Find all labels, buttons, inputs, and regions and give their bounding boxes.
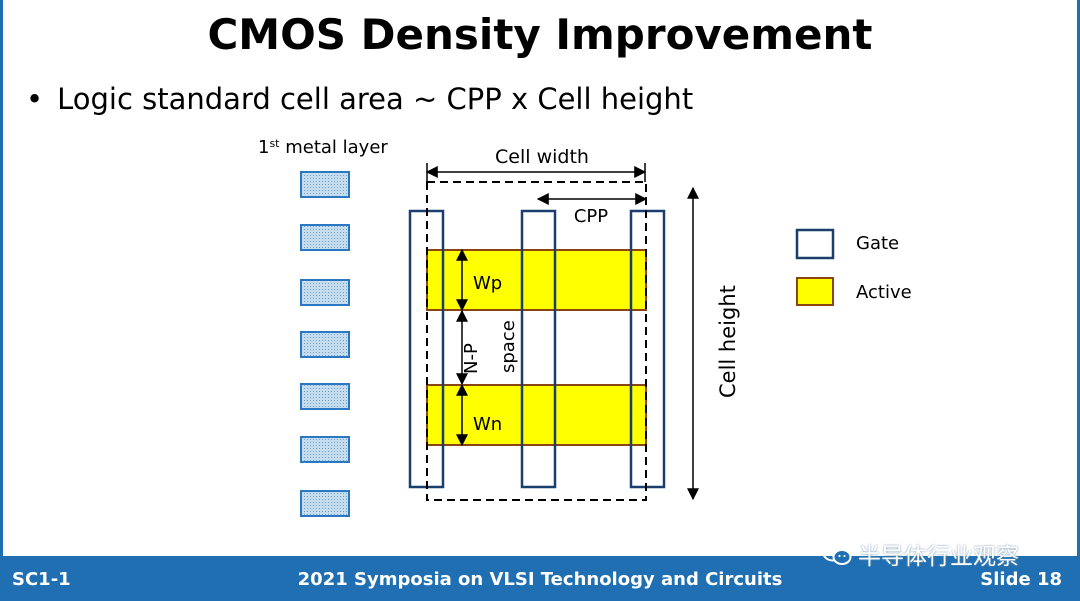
legend-active-label: Active — [856, 282, 912, 303]
metal-track — [300, 224, 350, 251]
cell-boundary — [426, 181, 647, 501]
slide-title: CMOS Density Improvement — [207, 10, 873, 59]
wp-label: Wp — [473, 273, 502, 294]
metal-track — [300, 490, 350, 517]
slide-frame-right — [1077, 0, 1080, 556]
legend-active-swatch — [796, 277, 834, 306]
legend-gate-swatch — [795, 228, 835, 260]
footer-conference: 2021 Symposia on VLSI Technology and Cir… — [297, 569, 783, 590]
watermark: 半导体行业观察 — [822, 536, 1019, 572]
metal-track — [300, 331, 350, 358]
cpp-label: CPP — [574, 206, 608, 227]
cell-height-label: Cell height — [716, 285, 740, 398]
metal-track — [300, 279, 350, 306]
metal-track — [300, 171, 350, 198]
gate-middle — [520, 209, 557, 489]
active-region-n — [426, 384, 647, 446]
bullet-text: Logic standard cell area ~ CPP x Cell he… — [57, 82, 694, 116]
watermark-text: 半导体行业观察 — [858, 544, 1019, 570]
bullet-point: • Logic standard cell area ~ CPP x Cell h… — [26, 82, 693, 116]
metal-layer-tracks — [300, 171, 350, 517]
legend-gate-label: Gate — [856, 233, 899, 254]
active-region-p — [426, 249, 647, 311]
metal-track — [300, 383, 350, 410]
metal-layer-label: 1st metal layer — [258, 137, 388, 159]
gate-right — [629, 209, 666, 489]
legend: Gate Active — [795, 228, 912, 306]
metal-track — [300, 436, 350, 463]
slide-frame-left — [0, 0, 3, 556]
np-space-label-line2: space — [498, 320, 519, 373]
footer-session-id: SC1-1 — [12, 569, 71, 590]
footer-slide-number: Slide 18 — [980, 569, 1062, 590]
slide-footer: SC1-1 2021 Symposia on VLSI Technology a… — [0, 556, 1080, 601]
bullet-dot-icon: • — [26, 82, 44, 116]
wechat-icon — [822, 542, 852, 565]
wn-label: Wn — [473, 414, 502, 435]
np-space-label-line1: N-P — [461, 343, 482, 374]
cmos-cell-diagram: 1st metal layer Cell width CPP Wp Wn N-P… — [258, 137, 912, 517]
cell-width-label: Cell width — [495, 146, 589, 168]
